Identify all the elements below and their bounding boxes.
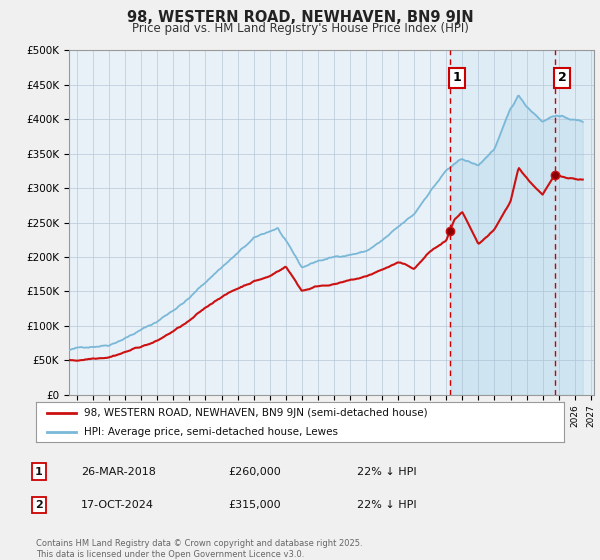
Text: 2: 2 (35, 500, 43, 510)
Text: 1: 1 (452, 72, 461, 85)
Text: HPI: Average price, semi-detached house, Lewes: HPI: Average price, semi-detached house,… (83, 427, 338, 436)
Text: Contains HM Land Registry data © Crown copyright and database right 2025.
This d: Contains HM Land Registry data © Crown c… (36, 539, 362, 559)
Text: 22% ↓ HPI: 22% ↓ HPI (357, 466, 416, 477)
Text: 26-MAR-2018: 26-MAR-2018 (81, 466, 156, 477)
Text: 98, WESTERN ROAD, NEWHAVEN, BN9 9JN (semi-detached house): 98, WESTERN ROAD, NEWHAVEN, BN9 9JN (sem… (83, 408, 427, 418)
Bar (450, 50, 594, 395)
Text: £260,000: £260,000 (228, 466, 281, 477)
Text: Price paid vs. HM Land Registry's House Price Index (HPI): Price paid vs. HM Land Registry's House … (131, 22, 469, 35)
Text: 1: 1 (35, 466, 43, 477)
Text: £315,000: £315,000 (228, 500, 281, 510)
Text: 98, WESTERN ROAD, NEWHAVEN, BN9 9JN: 98, WESTERN ROAD, NEWHAVEN, BN9 9JN (127, 10, 473, 25)
Text: 2: 2 (558, 72, 566, 85)
Text: 17-OCT-2024: 17-OCT-2024 (81, 500, 154, 510)
Bar (556, 50, 594, 395)
Text: 22% ↓ HPI: 22% ↓ HPI (357, 500, 416, 510)
